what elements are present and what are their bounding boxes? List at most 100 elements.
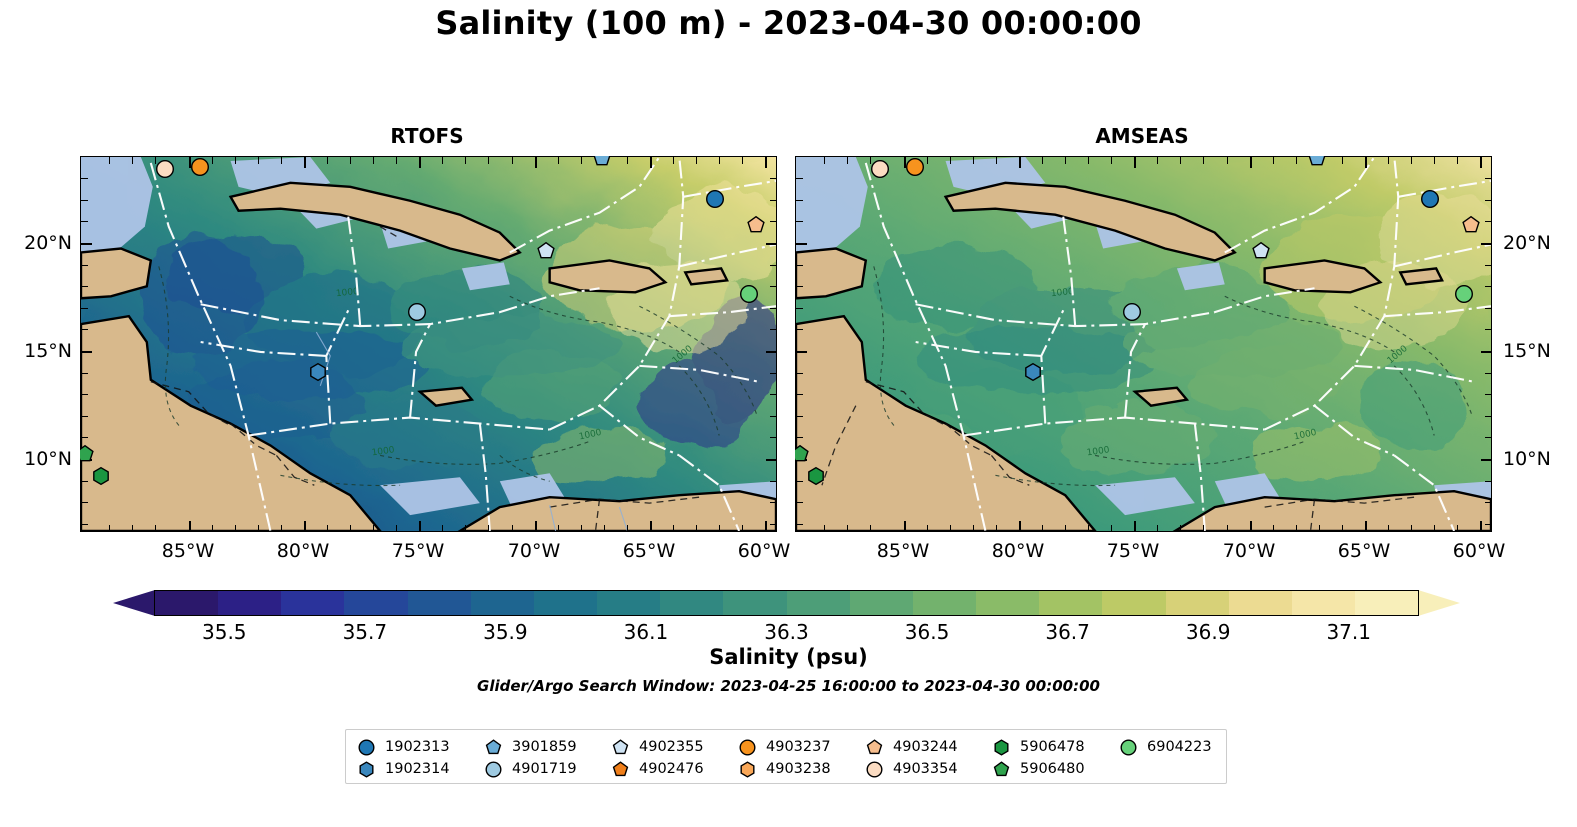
legend-marker-circle-icon: [483, 759, 503, 779]
float-legend[interactable]: 1902313 1902314 3901859 4901719 4902355 49024…: [345, 729, 1227, 784]
colorbar-tick-36.9: 36.9: [1185, 620, 1231, 644]
legend-label-1902314: 1902314: [385, 761, 450, 777]
colorbar-segment-9: [723, 591, 787, 615]
xticklabel-85w: 85°W: [161, 540, 215, 562]
legend-item-1902314[interactable]: 1902314: [356, 759, 450, 779]
yticklabel-20n: 20°N: [24, 232, 72, 254]
legend-marker-hexagon-icon: [991, 737, 1011, 757]
colorbar-segment-17: [1228, 591, 1292, 615]
legend-label-4903244: 4903244: [893, 739, 958, 755]
colorbar-segment-2: [281, 591, 345, 615]
colorbar-gradient: [154, 590, 1419, 616]
xtick-70w: [535, 520, 537, 531]
legend-marker-circle-icon: [356, 737, 376, 757]
colorbar-segment-0: [155, 591, 219, 615]
colorbar-segment-6: [533, 591, 598, 615]
xticklabel-70w-right: 70°W: [1222, 540, 1276, 562]
legend-item-5906480[interactable]: 5906480: [991, 759, 1085, 779]
colorbar-label: Salinity (psu): [709, 645, 868, 669]
colorbar-tick-35.7: 35.7: [342, 620, 388, 644]
xtick-65w: [650, 520, 652, 531]
legend-marker-hexagon-icon: [737, 759, 757, 779]
map-panel-rtofs[interactable]: 1000 1000 1000 1000: [80, 156, 777, 532]
legend-marker-pentagon-icon: [991, 759, 1011, 779]
svg-text:1000: 1000: [371, 445, 395, 458]
xticklabel-85w-right: 85°W: [876, 540, 930, 562]
svg-text:1000: 1000: [1293, 428, 1318, 443]
ytick-15n: [81, 351, 92, 353]
legend-marker-pentagon-icon: [864, 737, 884, 757]
legend-label-4902476: 4902476: [639, 761, 704, 777]
colorbar-tick-36.7: 36.7: [1045, 620, 1090, 644]
svg-text:1000: 1000: [1086, 445, 1110, 458]
colorbar-tick-35.9: 35.9: [483, 620, 528, 644]
legend-item-1902313[interactable]: 1902313: [356, 737, 450, 757]
xtick-75w: [419, 520, 421, 531]
legend-label-5906478: 5906478: [1020, 739, 1085, 755]
colorbar-segment-3: [344, 591, 408, 615]
legend-item-4903237[interactable]: 4903237: [737, 737, 831, 757]
legend-marker-hexagon-icon: [356, 759, 376, 779]
colorbar-extend-max: [1418, 590, 1460, 616]
colorbar-segment-8: [660, 591, 724, 615]
yticklabel-10n: 10°N: [24, 448, 72, 470]
yticklabel-15n: 15°N: [24, 340, 72, 362]
colorbar-segment-14: [1039, 591, 1103, 615]
colorbar-tick-36.1: 36.1: [623, 620, 669, 644]
svg-text:1000: 1000: [336, 287, 360, 299]
xticklabel-65w: 65°W: [622, 540, 676, 562]
legend-item-4903244[interactable]: 4903244: [864, 737, 958, 757]
colorbar-segment-18: [1291, 591, 1355, 615]
colorbar-segment-5: [470, 591, 534, 615]
legend-label-6904223: 6904223: [1147, 739, 1212, 755]
colorbar-segment-13: [976, 591, 1040, 615]
xticklabel-80w-right: 80°W: [991, 540, 1045, 562]
colorbar-extend-min: [113, 590, 155, 616]
colorbar-segment-4: [407, 591, 471, 615]
legend-item-6904223[interactable]: 6904223: [1118, 737, 1212, 757]
legend-item-3901859[interactable]: 3901859: [483, 737, 577, 757]
legend-label-4903354: 4903354: [893, 761, 958, 777]
legend-marker-circle-icon: [737, 737, 757, 757]
panel-title-amseas: AMSEAS: [1095, 124, 1189, 148]
legend-marker-pentagon-icon: [610, 759, 630, 779]
xticklabel-75w-right: 75°W: [1106, 540, 1160, 562]
legend-item-4903354[interactable]: 4903354: [864, 759, 958, 779]
legend-marker-circle-icon: [1118, 737, 1138, 757]
legend-label-4903238: 4903238: [766, 761, 831, 777]
colorbar-segment-7: [597, 591, 661, 615]
legend-label-1902313: 1902313: [385, 739, 450, 755]
colorbar-segment-15: [1102, 591, 1166, 615]
xticklabel-60w-right: 60°W: [1452, 540, 1506, 562]
colorbar-segment-1: [218, 591, 282, 615]
colorbar-segment-10: [786, 591, 850, 615]
legend-item-4903238[interactable]: 4903238: [737, 759, 831, 779]
legend-item-4902476[interactable]: 4902476: [610, 759, 704, 779]
colorbar-segment-12: [912, 591, 977, 615]
xticklabel-65w-right: 65°W: [1337, 540, 1391, 562]
yticklabel-20n-right: 20°N: [1503, 232, 1551, 254]
legend-item-5906478[interactable]: 5906478: [991, 737, 1085, 757]
rtofs-salinity-field: 1000 1000 1000 1000: [81, 157, 776, 531]
legend-label-5906480: 5906480: [1020, 761, 1085, 777]
colorbar[interactable]: 35.5 35.7 35.9 36.1 36.3 36.5 36.7 36.9 37.1: [113, 590, 1460, 644]
legend-item-4901719[interactable]: 4901719: [483, 759, 577, 779]
xticklabel-75w: 75°W: [391, 540, 445, 562]
xtick-60w: [765, 520, 767, 531]
legend-label-4901719: 4901719: [512, 761, 577, 777]
amseas-salinity-field: 1000 1000 1000 1000: [796, 157, 1491, 531]
panel-title-rtofs: RTOFS: [390, 124, 464, 148]
legend-item-4902355[interactable]: 4902355: [610, 737, 704, 757]
legend-label-4903237: 4903237: [766, 739, 831, 755]
search-window-text: Glider/Argo Search Window: 2023-04-25 16…: [477, 677, 1100, 695]
svg-text:1000: 1000: [578, 428, 603, 443]
svg-text:1000: 1000: [1051, 287, 1075, 299]
colorbar-segment-16: [1165, 591, 1229, 615]
xtick-85w: [189, 520, 191, 531]
yticklabel-10n-right: 10°N: [1503, 448, 1551, 470]
colorbar-segment-11: [849, 591, 913, 615]
legend-label-3901859: 3901859: [512, 739, 577, 755]
map-panel-amseas[interactable]: 1000 1000 1000 1000: [795, 156, 1492, 532]
page-title: Salinity (100 m) - 2023-04-30 00:00:00: [435, 4, 1142, 42]
legend-marker-circle-icon: [864, 759, 884, 779]
